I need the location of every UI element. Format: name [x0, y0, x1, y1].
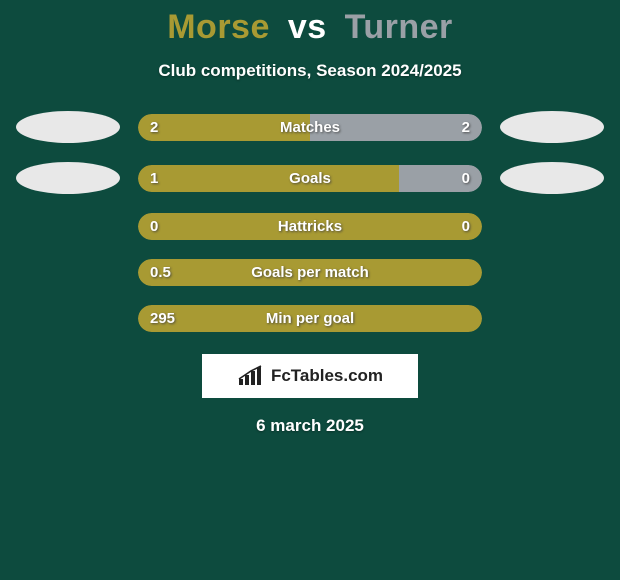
- stat-row: 10Goals: [0, 162, 620, 194]
- subtitle: Club competitions, Season 2024/2025: [0, 61, 620, 81]
- title-vs: vs: [288, 8, 327, 46]
- footer-date: 6 march 2025: [0, 416, 620, 436]
- stats-list: 22Matches 10Goals 00Hattricks 0.5Goals per …: [0, 111, 620, 332]
- stat-bar: 0.5Goals per match: [138, 259, 482, 286]
- stat-row: 22Matches: [0, 111, 620, 143]
- bars-icon: [237, 365, 265, 387]
- stat-row: 0.5Goals per match: [0, 259, 620, 286]
- page-title: Morse vs Turner: [0, 0, 620, 47]
- player-disc-right: [500, 162, 604, 194]
- branding-badge: FcTables.com: [202, 354, 418, 398]
- stat-row: 00Hattricks: [0, 213, 620, 240]
- stat-label: Goals per match: [138, 259, 482, 286]
- stat-bar: 00Hattricks: [138, 213, 482, 240]
- stat-bar: 295Min per goal: [138, 305, 482, 332]
- stat-label: Hattricks: [138, 213, 482, 240]
- player-disc-right: [500, 111, 604, 143]
- title-player2: Turner: [345, 8, 453, 46]
- stat-label: Min per goal: [138, 305, 482, 332]
- stat-row: 295Min per goal: [0, 305, 620, 332]
- stat-bar: 10Goals: [138, 165, 482, 192]
- stat-label: Matches: [138, 114, 482, 141]
- stat-bar: 22Matches: [138, 114, 482, 141]
- player-disc-left: [16, 162, 120, 194]
- title-player1: Morse: [167, 8, 270, 46]
- comparison-infographic: Morse vs Turner Club competitions, Seaso…: [0, 0, 620, 580]
- branding-text: FcTables.com: [271, 366, 383, 386]
- stat-label: Goals: [138, 165, 482, 192]
- player-disc-left: [16, 111, 120, 143]
